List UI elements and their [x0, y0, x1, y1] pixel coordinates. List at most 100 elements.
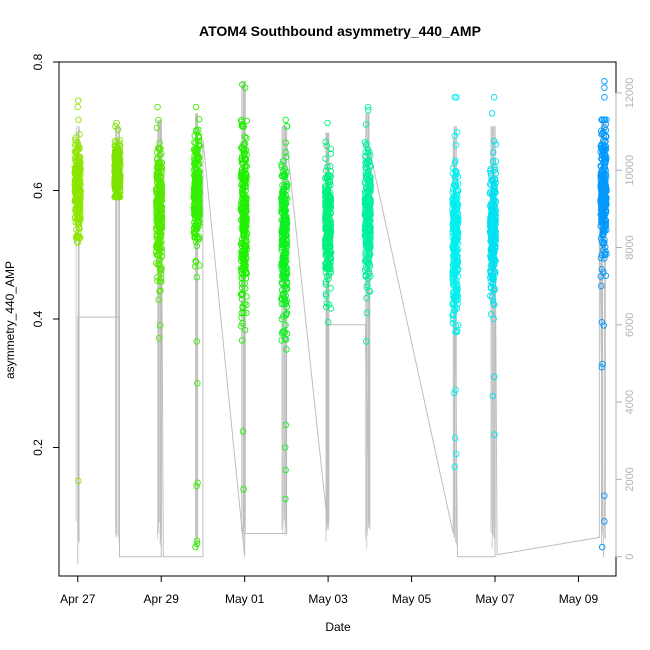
data-point — [155, 252, 162, 259]
x-tick-label: May 07 — [475, 592, 515, 606]
data-point — [72, 136, 79, 144]
cast-cluster-10 — [597, 78, 610, 551]
data-point — [155, 296, 162, 303]
data-point — [238, 291, 245, 299]
data-point — [153, 231, 161, 239]
data-point — [322, 138, 329, 146]
data-point-outlier — [282, 421, 289, 429]
data-point — [243, 309, 250, 317]
data-point — [327, 202, 334, 209]
data-point — [278, 337, 285, 344]
data-point — [487, 256, 495, 263]
x-tick-label: May 05 — [392, 592, 432, 606]
data-point — [243, 301, 250, 309]
data-point — [491, 185, 499, 193]
data-point — [492, 170, 499, 177]
cast-cluster-6 — [321, 119, 335, 326]
data-point — [193, 218, 200, 226]
data-point — [363, 200, 371, 207]
data-point — [239, 174, 247, 181]
data-point — [322, 281, 330, 288]
data-point — [154, 169, 161, 177]
data-point — [155, 215, 163, 222]
data-point — [194, 151, 201, 158]
data-point — [238, 296, 246, 303]
data-point — [363, 284, 371, 291]
data-point — [602, 272, 610, 279]
data-point — [487, 283, 495, 291]
data-point — [241, 133, 249, 141]
data-point-outlier — [324, 318, 332, 326]
data-point — [238, 314, 245, 321]
data-point-outlier — [451, 463, 458, 471]
data-point — [322, 292, 330, 300]
data-point-outlier — [240, 486, 247, 493]
y2-tick-label: 0 — [624, 554, 636, 560]
data-point-outlier — [489, 392, 497, 400]
data-point-outlier — [113, 119, 120, 127]
data-point — [238, 284, 246, 292]
data-point — [490, 182, 497, 189]
data-point — [153, 225, 160, 232]
data-point — [72, 134, 80, 141]
data-point — [193, 226, 201, 233]
data-point — [366, 288, 374, 295]
data-point — [325, 171, 333, 179]
data-point — [601, 124, 608, 131]
data-point — [598, 131, 605, 138]
data-point — [280, 187, 287, 195]
data-point — [602, 183, 610, 190]
data-point — [114, 167, 122, 175]
cast-cluster-5 — [278, 116, 291, 503]
data-point — [489, 231, 497, 239]
data-point — [282, 321, 289, 329]
data-point — [157, 187, 165, 195]
data-point — [366, 244, 374, 252]
data-point — [116, 193, 123, 201]
data-point — [325, 257, 332, 265]
data-point — [278, 161, 285, 168]
data-point — [238, 118, 246, 125]
data-point-outlier — [601, 492, 608, 499]
data-point — [240, 152, 248, 159]
data-point — [283, 153, 290, 161]
data-point — [278, 329, 286, 337]
data-point — [454, 300, 462, 308]
data-point — [323, 184, 331, 192]
data-point — [362, 204, 369, 212]
data-point-outlier — [451, 389, 458, 397]
data-point — [363, 309, 371, 317]
data-point — [450, 192, 457, 200]
data-point — [367, 173, 374, 181]
x-tick-label: Apr 27 — [60, 592, 96, 606]
data-point-outlier — [451, 94, 459, 101]
data-point — [281, 207, 288, 214]
data-point — [450, 196, 457, 203]
data-point-outlier — [74, 103, 81, 111]
data-point — [327, 249, 335, 256]
data-point — [278, 163, 285, 171]
data-point — [321, 183, 329, 190]
data-point — [327, 305, 335, 312]
data-point — [322, 195, 330, 202]
data-point — [452, 257, 459, 264]
data-point — [116, 149, 124, 156]
data-point — [156, 139, 163, 147]
data-point — [362, 121, 370, 128]
data-point — [322, 240, 329, 248]
cast-cluster-7 — [361, 103, 374, 345]
data-point — [598, 213, 606, 221]
data-point — [77, 192, 84, 200]
data-point — [598, 196, 606, 203]
data-point — [492, 199, 500, 206]
data-point — [193, 188, 200, 196]
data-point — [243, 214, 250, 221]
x-axis-label: Date — [325, 620, 351, 634]
data-point — [238, 122, 246, 130]
data-point — [282, 149, 289, 156]
data-point — [490, 300, 497, 307]
data-point — [489, 297, 497, 304]
data-point — [487, 170, 495, 177]
data-point — [323, 142, 330, 149]
data-point — [454, 187, 461, 194]
